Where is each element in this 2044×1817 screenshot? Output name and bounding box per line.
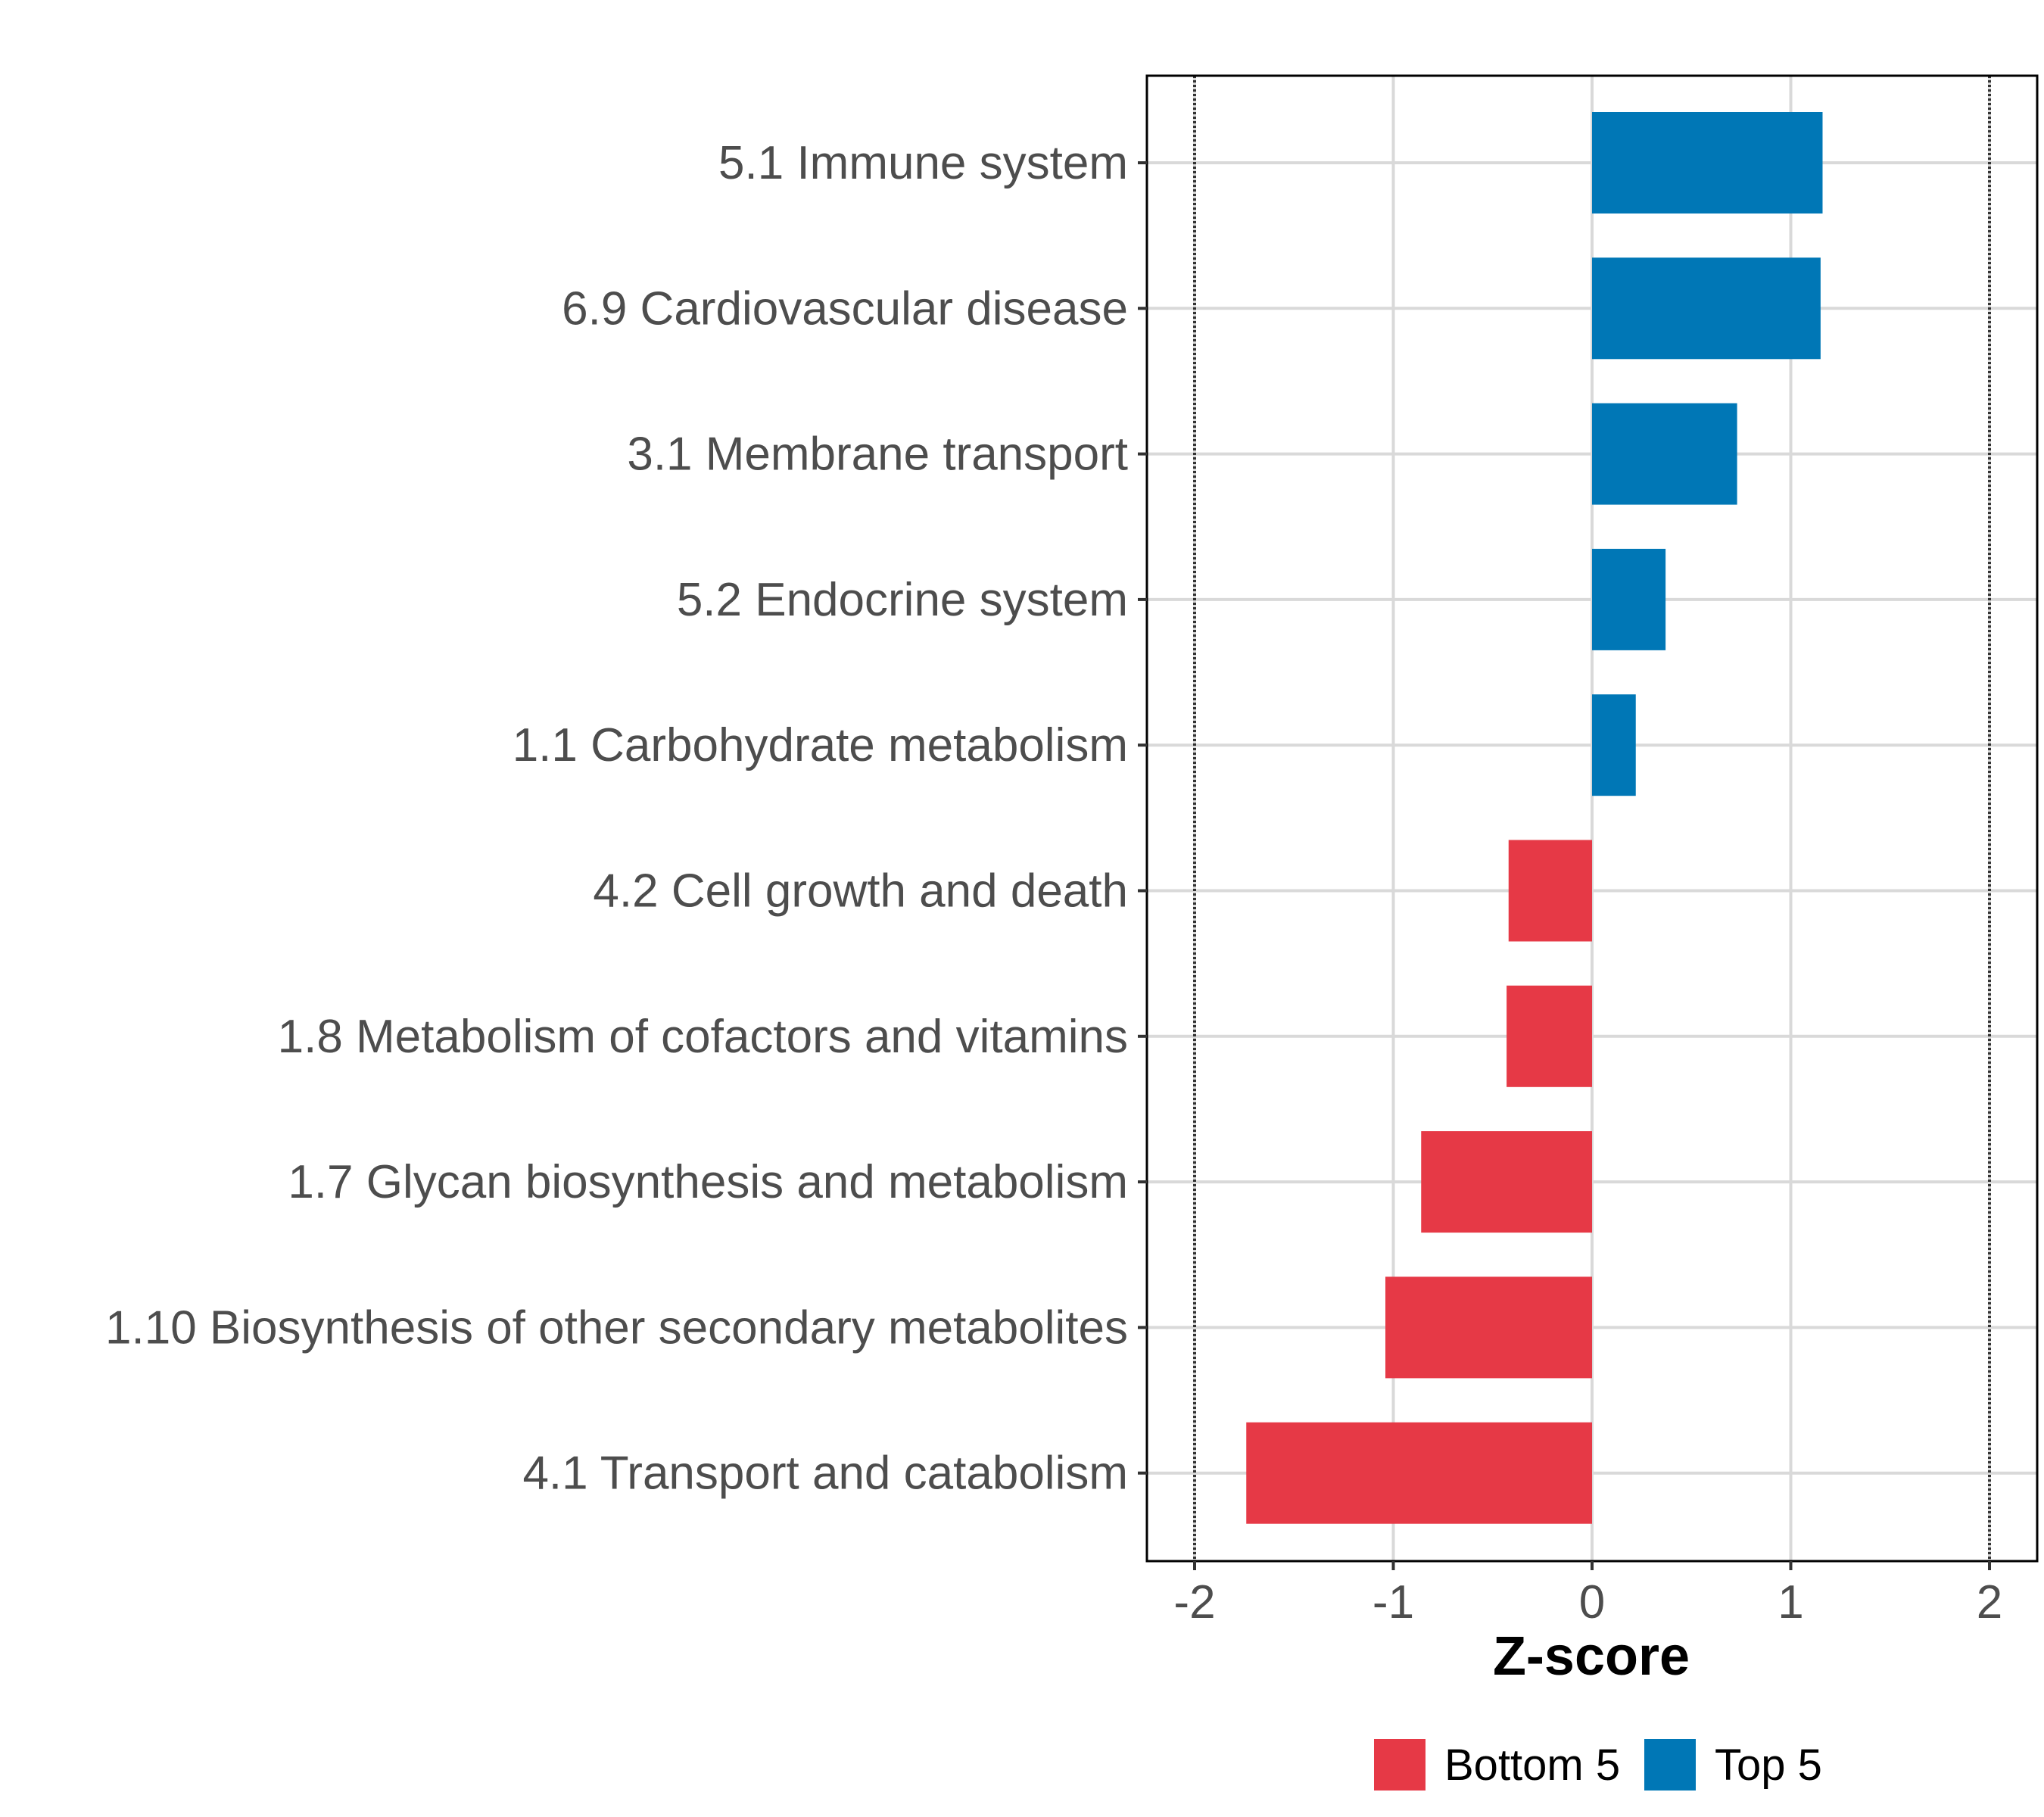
y-tick-label: 4.1 Transport and catabolism [522,1448,1128,1500]
y-tick-label: 3.1 Membrane transport [627,429,1128,481]
bar [1592,548,1666,650]
x-tick-label: 2 [1977,1576,2002,1628]
x-tick-label: -1 [1373,1576,1414,1628]
y-tick-label: 1.1 Carbohydrate metabolism [513,719,1128,771]
reference-lines [1193,76,1991,1561]
y-tick-label: 5.1 Immune system [718,137,1128,189]
y-tick-label: 1.7 Glycan biosynthesis and metabolism [288,1156,1128,1208]
y-tick-label: 5.2 Endocrine system [677,574,1128,626]
legend: Bottom 5 Top 5 [1374,1739,1822,1791]
x-tick-label: -2 [1173,1576,1215,1628]
x-tick-label: 1 [1778,1576,1803,1628]
bar [1592,112,1823,213]
legend-key [1374,1739,1426,1791]
y-axis: 5.1 Immune system 6.9 Cardiovascular dise… [105,137,1147,1500]
bar [1592,694,1636,796]
bar [1507,985,1592,1087]
legend-label: Bottom 5 [1444,1741,1620,1790]
bar [1592,403,1737,505]
y-tick-label: 6.9 Cardiovascular disease [562,282,1128,335]
bar [1592,257,1821,360]
x-tick-label: 0 [1579,1576,1605,1628]
legend-label: Top 5 [1715,1741,1822,1790]
bar [1508,840,1592,942]
y-tick-label: 1.8 Metabolism of cofactors and vitamins [278,1011,1128,1063]
bar [1385,1276,1592,1379]
y-tick-label: 1.10 Biosynthesis of other secondary met… [105,1301,1128,1354]
x-axis: -2 -1 0 1 2 [1173,1561,2002,1628]
legend-key [1644,1739,1696,1791]
bars [1246,112,1823,1524]
bar [1421,1131,1592,1233]
x-axis-title: Z-score [1493,1626,1690,1687]
bar [1246,1422,1592,1524]
y-tick-label: 4.2 Cell growth and death [593,865,1128,918]
